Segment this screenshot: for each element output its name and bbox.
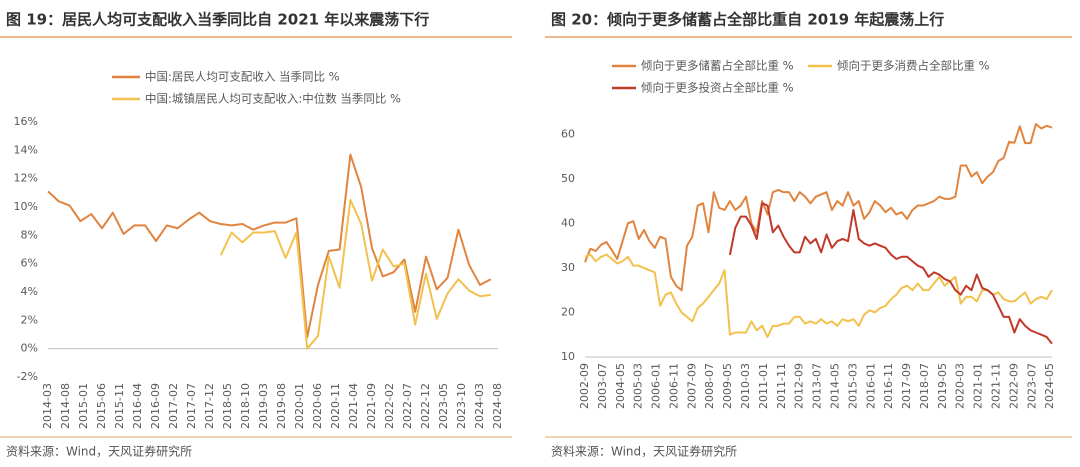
x-tick-label: 2016-01: [864, 363, 877, 409]
x-tick-label: 2019-05: [936, 363, 949, 409]
chart-title: 图 20：倾向于更多储蓄占全部比重自 2019 年起震荡上行: [551, 11, 944, 29]
x-tick-label: 2005-03: [632, 363, 645, 409]
y-tick-label: 12%: [14, 172, 38, 185]
y-tick-label: 20: [561, 305, 575, 318]
x-tick-label: 2024-05: [1043, 363, 1056, 409]
y-tick-label: 10: [561, 350, 575, 363]
x-tick-label: 2018-10: [239, 383, 252, 429]
y-tick-label: 4%: [21, 285, 38, 298]
x-tick-label: 2006-01: [650, 363, 663, 409]
x-tick-label: 2021-09: [365, 383, 378, 429]
x-tick-label: 2014-05: [828, 363, 841, 409]
x-tick-label: 2009-05: [721, 363, 734, 409]
y-tick-label: 6%: [21, 257, 38, 270]
source-note: 资料来源：Wind，天风证券研究所: [551, 444, 737, 459]
x-tick-label: 2023-05: [437, 383, 450, 429]
x-tick-label: 2008-07: [703, 363, 716, 409]
x-tick-label: 2022-09: [1007, 363, 1020, 409]
x-tick-label: 2015-01: [77, 383, 90, 429]
source-note: 资料来源：Wind，天风证券研究所: [6, 444, 192, 459]
series-line: [47, 153, 492, 339]
x-tick-label: 2022-07: [401, 383, 414, 429]
x-tick-label: 2021-11: [990, 363, 1003, 409]
x-tick-label: 2021-04: [347, 383, 360, 429]
x-tick-label: 2019-08: [275, 383, 288, 429]
y-tick-label: 10%: [14, 200, 38, 213]
x-tick-label: 2017-02: [167, 383, 180, 429]
chart-title: 图 19：居民人均可支配收入当季同比自 2021 年以来震荡下行: [6, 11, 429, 29]
x-tick-label: 2023-10: [455, 383, 468, 429]
series-line: [584, 123, 1053, 292]
x-tick-label: 2015-06: [95, 383, 108, 429]
x-tick-label: 2022-02: [383, 383, 396, 429]
x-tick-label: 2017-09: [900, 363, 913, 409]
series-line: [584, 253, 1053, 338]
x-tick-label: 2016-04: [131, 383, 144, 429]
x-tick-label: 2016-11: [882, 363, 895, 409]
legend-label: 倾向于更多消费占全部比重 %: [837, 59, 990, 73]
y-tick-label: 14%: [14, 143, 38, 156]
x-tick-label: 2018-05: [221, 383, 234, 429]
x-tick-label: 2017-12: [203, 383, 216, 429]
y-tick-label: 40: [561, 216, 575, 229]
x-tick-label: 2012-09: [793, 363, 806, 409]
y-tick-label: 30: [561, 261, 575, 274]
x-tick-label: 2007-09: [685, 363, 698, 409]
legend-label: 中国:居民人均可支配收入 当季同比 %: [145, 70, 340, 84]
x-tick-label: 2024-08: [491, 383, 504, 429]
x-tick-label: 2024-03: [473, 383, 486, 429]
x-tick-label: 2015-03: [846, 363, 859, 409]
x-tick-label: 2020-06: [311, 383, 324, 429]
chart-panel: 图 20：倾向于更多储蓄占全部比重自 2019 年起震荡上行资料来源：Wind，…: [545, 11, 1072, 459]
series-line: [219, 198, 491, 350]
x-tick-label: 2021-01: [972, 363, 985, 409]
x-tick-label: 2010-03: [739, 363, 752, 409]
legend-label: 倾向于更多储蓄占全部比重 %: [641, 59, 794, 73]
x-tick-label: 2002-09: [578, 363, 591, 409]
x-tick-label: 2014-08: [59, 383, 72, 429]
x-tick-label: 2006-11: [667, 363, 680, 409]
x-tick-label: 2017-07: [185, 383, 198, 429]
y-tick-label: 16%: [14, 115, 38, 128]
x-tick-label: 2016-09: [149, 383, 162, 429]
x-tick-label: 2020-03: [954, 363, 967, 409]
x-tick-label: 2019-03: [257, 383, 270, 429]
y-tick-label: 2%: [21, 313, 38, 326]
y-tick-label: -2%: [17, 370, 38, 383]
y-tick-label: 50: [561, 172, 575, 185]
series-line: [728, 202, 1053, 345]
x-tick-label: 2014-03: [41, 383, 54, 429]
y-tick-label: 0%: [21, 342, 38, 355]
y-tick-label: 60: [561, 127, 575, 140]
x-tick-label: 2020-11: [329, 383, 342, 429]
x-tick-label: 2004-05: [614, 363, 627, 409]
x-tick-label: 2022-12: [419, 383, 432, 429]
x-tick-label: 2013-07: [811, 363, 824, 409]
y-tick-label: 8%: [21, 228, 38, 241]
x-tick-label: 2020-01: [293, 383, 306, 429]
x-tick-label: 2015-11: [113, 383, 126, 429]
chart-panel: 图 19：居民人均可支配收入当季同比自 2021 年以来震荡下行资料来源：Win…: [0, 11, 512, 459]
legend-label: 倾向于更多投资占全部比重 %: [641, 81, 794, 95]
x-tick-label: 2023-07: [1025, 363, 1038, 409]
legend-label: 中国:城镇居民人均可支配收入:中位数 当季同比 %: [145, 92, 401, 106]
x-tick-label: 2011-01: [757, 363, 770, 409]
x-tick-label: 2018-07: [918, 363, 931, 409]
x-tick-label: 2011-11: [775, 363, 788, 409]
x-tick-label: 2003-07: [596, 363, 609, 409]
